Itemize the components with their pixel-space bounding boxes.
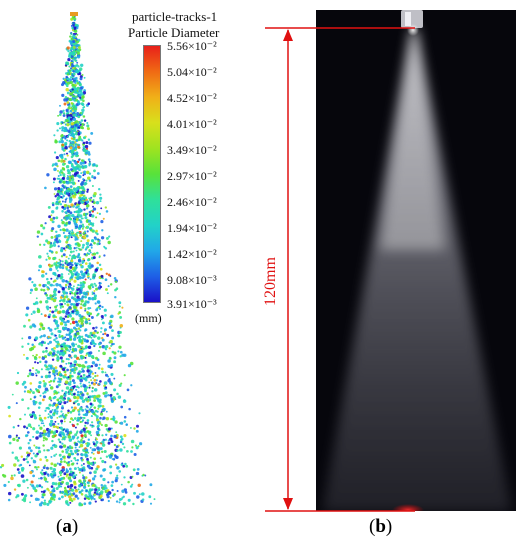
colorbar-tick: 1.42×10⁻² — [167, 247, 217, 261]
nozzle-highlight — [405, 12, 411, 26]
laser-spot — [392, 504, 424, 511]
colorbar-tick: 9.08×10⁻³ — [167, 273, 217, 287]
colorbar-tick: 4.52×10⁻² — [167, 91, 217, 105]
colorbar-tick: 3.91×10⁻³ — [167, 297, 217, 311]
dimension-arrowhead-bottom — [283, 498, 293, 510]
colorbar-tick: 5.04×10⁻² — [167, 65, 217, 79]
colorbar-units: (mm) — [135, 311, 162, 325]
colorbar-tick: 3.49×10⁻² — [167, 143, 217, 157]
colorbar-tick: 4.01×10⁻² — [167, 117, 217, 131]
dimension-arrowhead-top — [283, 29, 293, 41]
colorbar-tick: 2.97×10⁻² — [167, 169, 217, 183]
particle-cloud — [0, 12, 156, 507]
legend-title-line1: particle-tracks-1 — [132, 9, 218, 24]
legend-title-line2: Particle Diameter — [128, 25, 220, 40]
spray-core — [380, 30, 445, 250]
colorbar-tick: 5.56×10⁻² — [167, 39, 217, 53]
nozzle-tip-marker — [70, 12, 78, 16]
colorbar-tick: 2.46×10⁻² — [167, 195, 217, 209]
spray-plume — [322, 28, 512, 511]
dimension-label: 120mm — [262, 255, 280, 308]
panel-b-caption: (b) — [369, 516, 393, 537]
particle-diameter-colorbar — [143, 45, 161, 303]
panel-a-caption: (a) — [56, 516, 79, 537]
colorbar-tick: 1.94×10⁻² — [167, 221, 217, 235]
nozzle-glow — [407, 24, 419, 36]
